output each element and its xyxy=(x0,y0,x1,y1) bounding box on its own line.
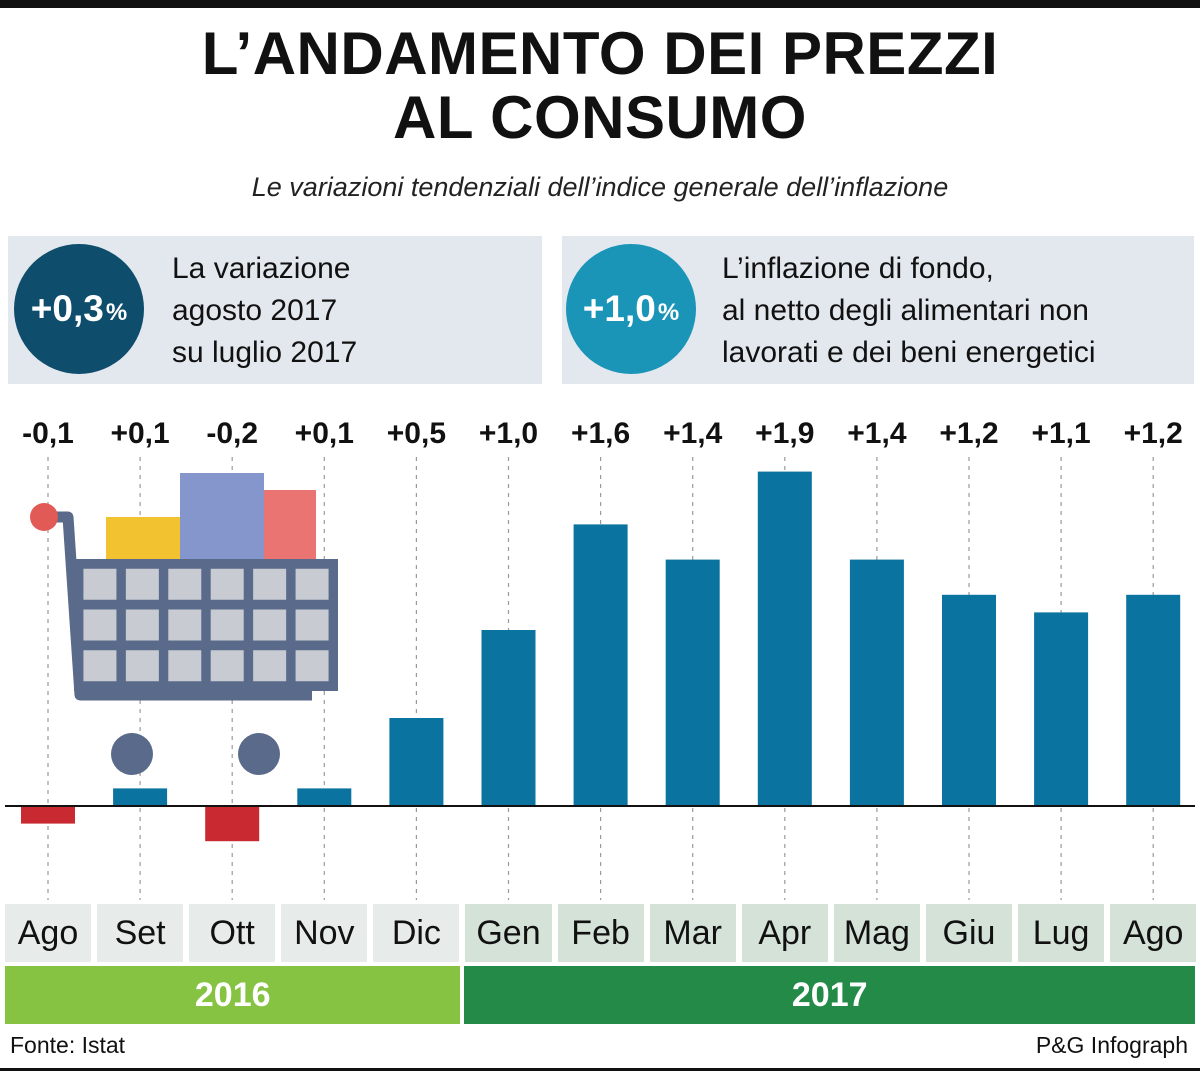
bar-feb xyxy=(573,524,628,806)
source-note: Fonte: Istat xyxy=(10,1032,126,1058)
month-label: Mar xyxy=(649,904,736,962)
monthly-variation-text: La variazione agosto 2017 su luglio 2017 xyxy=(172,248,357,374)
month-label: Ott xyxy=(189,904,276,962)
core-inflation-badge: +1,0% xyxy=(566,244,696,374)
chart-title: L’ANDAMENTO DEI PREZZI AL CONSUMO xyxy=(0,22,1200,150)
value-label: +1,9 xyxy=(755,417,814,450)
bar-ago xyxy=(21,806,75,824)
bar-set xyxy=(113,788,168,806)
core-inflation-text: L’inflazione di fondo, al netto degli al… xyxy=(722,248,1096,374)
bar-nov xyxy=(297,788,352,806)
top-rule xyxy=(0,0,1200,8)
inflation-bar-chart: -0,1 +0,1 -0,2 +0,1 +0,5 +1,0 +1,6 +1,4 +1,9 +1,4… xyxy=(5,417,1195,900)
core-inflation-value: +1,0 xyxy=(582,288,656,329)
shopping-cart-icon xyxy=(30,473,338,775)
bar-mag xyxy=(849,559,904,806)
value-label: +0,1 xyxy=(295,417,354,450)
value-label: +0,1 xyxy=(110,417,169,450)
month-label: Giu xyxy=(925,904,1013,962)
core-inflation-box: +1,0% L’inflazione di fondo, al netto de… xyxy=(562,236,1194,384)
value-label: -0,1 xyxy=(22,417,74,450)
bar-lug xyxy=(1034,612,1089,806)
title-line-1: L’ANDAMENTO DEI PREZZI xyxy=(201,20,999,87)
monthly-variation-box: +0,3% La variazione agosto 2017 su lugli… xyxy=(8,236,542,384)
value-label: +1,4 xyxy=(847,417,907,450)
bar-ott xyxy=(205,806,260,842)
monthly-variation-badge: +0,3% xyxy=(14,244,144,374)
core-inflation-unit: % xyxy=(657,299,680,326)
bar-gen xyxy=(481,630,536,806)
value-label: +1,2 xyxy=(1124,417,1183,450)
chart-subtitle: Le variazioni tendenziali dell’indice ge… xyxy=(251,172,949,202)
bars xyxy=(21,471,1181,842)
bottom-rule xyxy=(0,1068,1200,1071)
bar-mar xyxy=(665,559,720,806)
core-inflation-line-1: L’inflazione di fondo, xyxy=(722,252,994,285)
value-label: -0,2 xyxy=(206,417,258,450)
title-line-2: AL CONSUMO xyxy=(393,84,807,151)
month-label: Mag xyxy=(833,904,920,962)
monthly-variation-line-1: La variazione xyxy=(172,252,351,285)
month-label: Ago xyxy=(4,904,92,962)
core-inflation-line-2: al netto degli alimentari non xyxy=(722,294,1089,327)
bar-dic xyxy=(389,718,444,806)
value-label: +1,4 xyxy=(663,417,723,450)
monthly-variation-line-2: agosto 2017 xyxy=(172,294,338,327)
month-label: Ago xyxy=(1110,904,1197,962)
value-label: +1,6 xyxy=(571,417,630,450)
month-label: Dic xyxy=(373,904,460,962)
monthly-variation-unit: % xyxy=(105,299,128,326)
month-label: Nov xyxy=(281,904,368,962)
value-label: +1,2 xyxy=(939,417,998,450)
value-label: +1,0 xyxy=(479,417,538,450)
year-label-2017: 2017 xyxy=(464,966,1195,1024)
bar-apr xyxy=(757,471,812,806)
month-label: Gen xyxy=(465,904,552,962)
credit-note: P&G Infograph xyxy=(1035,1032,1188,1058)
monthly-variation-value: +0,3 xyxy=(30,288,104,329)
value-labels: -0,1 +0,1 -0,2 +0,1 +0,5 +1,0 +1,6 +1,4 +1,9 +1,4… xyxy=(22,417,1183,450)
month-label: Set xyxy=(97,904,184,962)
bar-giu xyxy=(942,594,996,806)
core-inflation-line-3: lavorati e dei beni energetici xyxy=(722,336,1096,369)
year-label-2016: 2016 xyxy=(5,966,461,1024)
value-label: +1,1 xyxy=(1031,417,1090,450)
month-label: Feb xyxy=(557,904,644,962)
month-label: Apr xyxy=(741,904,828,962)
value-label: +0,5 xyxy=(387,417,446,450)
bar-ago xyxy=(1126,594,1181,806)
month-label: Lug xyxy=(1018,904,1105,962)
monthly-variation-line-3: su luglio 2017 xyxy=(172,336,358,369)
